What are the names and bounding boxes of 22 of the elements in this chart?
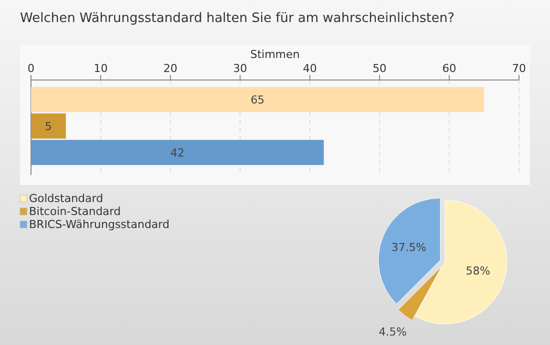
data-label: 5 — [44, 120, 52, 133]
legend-label: BRICS-Währungsstandard — [29, 218, 170, 231]
x-tick-label: 60 — [442, 62, 456, 75]
bar — [31, 113, 66, 139]
x-tick-label: 20 — [163, 62, 178, 75]
legend-label: Goldstandard — [29, 192, 104, 205]
x-tick-label: 0 — [28, 62, 34, 75]
x-tick-label: 50 — [372, 62, 387, 75]
bar — [31, 87, 484, 112]
data-label: 65 — [250, 94, 265, 107]
data-label: 42 — [170, 146, 184, 160]
x-tick-label: 70 — [512, 62, 526, 75]
x-tick-label: 40 — [302, 62, 317, 75]
data-label: 4.5% — [378, 326, 407, 339]
x-axis-title: Stimmen — [250, 48, 300, 61]
bar — [31, 140, 324, 165]
legend-label: Bitcoin-Standard — [29, 205, 121, 218]
data-label: 58% — [466, 264, 490, 278]
chart-title: Welchen Währungsstandard halten Sie für am wahrscheinlichsten? — [20, 11, 454, 26]
x-tick-label: 10 — [94, 62, 108, 75]
data-label: 37.5% — [391, 241, 426, 254]
x-tick-label: 30 — [233, 62, 248, 75]
